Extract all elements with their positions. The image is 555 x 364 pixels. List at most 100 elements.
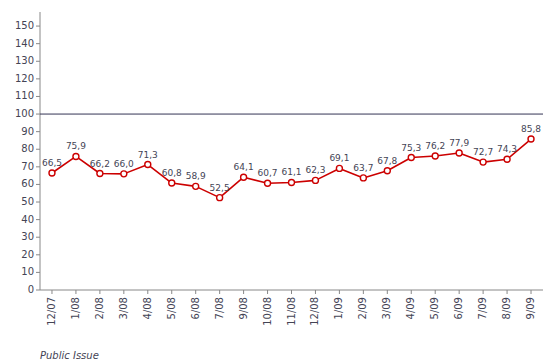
y-tick (36, 96, 40, 97)
y-tick-label: 60 (21, 178, 34, 189)
y-tick (36, 78, 40, 79)
x-tick-label: 9/08 (238, 297, 249, 319)
y-tick-label: 70 (21, 161, 34, 172)
y-tick (36, 43, 40, 44)
x-tick (219, 290, 220, 294)
x-tick-label: 6/09 (453, 297, 464, 319)
y-tick (36, 272, 40, 273)
x-tick-label: 6/08 (190, 297, 201, 319)
x-tick (531, 290, 532, 294)
x-tick-label: 10/08 (262, 297, 273, 326)
y-tick (36, 290, 40, 291)
x-tick-label: 3/08 (118, 297, 129, 319)
point (384, 168, 390, 174)
y-tick-label: 10 (21, 266, 34, 277)
x-tick-label: 3/09 (381, 297, 392, 319)
y-tick (36, 131, 40, 132)
y-tick-label: 120 (15, 73, 34, 84)
point (121, 171, 127, 177)
data-label: 75,9 (66, 141, 86, 151)
x-tick (51, 290, 52, 294)
data-label: 66,2 (90, 159, 110, 169)
data-label: 75,3 (401, 143, 421, 153)
x-tick-label: 5/09 (429, 297, 440, 319)
data-label: 77,9 (449, 138, 469, 148)
x-tick-label: 4/08 (142, 297, 153, 319)
x-tick (483, 290, 484, 294)
x-tick-label: 9/09 (525, 297, 536, 319)
y-tick (36, 114, 40, 115)
y-tick (36, 237, 40, 238)
y-tick-label: 130 (15, 55, 34, 66)
data-label: 66,0 (114, 159, 134, 169)
y-tick-label: 150 (15, 20, 34, 31)
x-tick (387, 290, 388, 294)
data-label: 63,7 (353, 163, 373, 173)
x-tick (291, 290, 292, 294)
x-tick (171, 290, 172, 294)
x-tick (315, 290, 316, 294)
y-tick (36, 184, 40, 185)
data-label: 72,7 (473, 147, 493, 157)
point (528, 136, 534, 142)
x-tick-label: 4/09 (405, 297, 416, 319)
x-tick (459, 290, 460, 294)
point (97, 171, 103, 177)
point (169, 180, 175, 186)
point (289, 179, 295, 185)
data-label: 76,2 (425, 141, 445, 151)
point (432, 153, 438, 159)
x-tick-label: 7/08 (214, 297, 225, 319)
x-tick-label: 1/09 (333, 297, 344, 319)
plot-area (40, 114, 543, 201)
footer: Public Issue (40, 350, 99, 361)
y-tick (36, 166, 40, 167)
y-tick (36, 219, 40, 220)
point (312, 177, 318, 183)
point (217, 195, 223, 201)
y-tick (36, 254, 40, 255)
y-tick-label: 40 (21, 214, 34, 225)
x-tick-label: 1/08 (70, 297, 81, 319)
data-label: 60,7 (258, 168, 278, 178)
point (265, 180, 271, 186)
point (360, 175, 366, 181)
data-label: 52,5 (210, 183, 230, 193)
x-tick (123, 290, 124, 294)
x-tick (267, 290, 268, 294)
x-tick-label: 2/08 (94, 297, 105, 319)
y-tick-label: 20 (21, 249, 34, 260)
x-tick (411, 290, 412, 294)
y-tick-label: 30 (21, 231, 34, 242)
x-tick (363, 290, 364, 294)
x-tick-label: 12/07 (46, 297, 57, 326)
point (73, 153, 79, 159)
x-tick-label: 7/09 (477, 297, 488, 319)
data-label: 58,9 (186, 171, 206, 181)
data-label: 62,3 (305, 165, 325, 175)
point (336, 165, 342, 171)
y-tick-label: 100 (15, 108, 34, 119)
reference-line (40, 114, 543, 115)
y-tick (36, 61, 40, 62)
x-tick (75, 290, 76, 294)
point (49, 170, 55, 176)
chart: 010203040506070809010011012013014015012/… (0, 0, 555, 364)
point (241, 174, 247, 180)
data-label: 60,8 (162, 168, 182, 178)
data-label: 74,3 (497, 144, 517, 154)
y-tick-label: 0 (28, 284, 34, 295)
y-tick-label: 140 (15, 38, 34, 49)
x-tick-label: 11/08 (286, 297, 297, 326)
x-tick (99, 290, 100, 294)
x-tick-label: 12/08 (309, 297, 320, 326)
point (145, 162, 151, 168)
y-tick-label: 80 (21, 143, 34, 154)
point (193, 183, 199, 189)
point (456, 150, 462, 156)
x-tick (507, 290, 508, 294)
x-tick-label: 2/09 (357, 297, 368, 319)
x-tick (195, 290, 196, 294)
y-axis-line (40, 12, 41, 290)
y-tick-label: 110 (15, 90, 34, 101)
